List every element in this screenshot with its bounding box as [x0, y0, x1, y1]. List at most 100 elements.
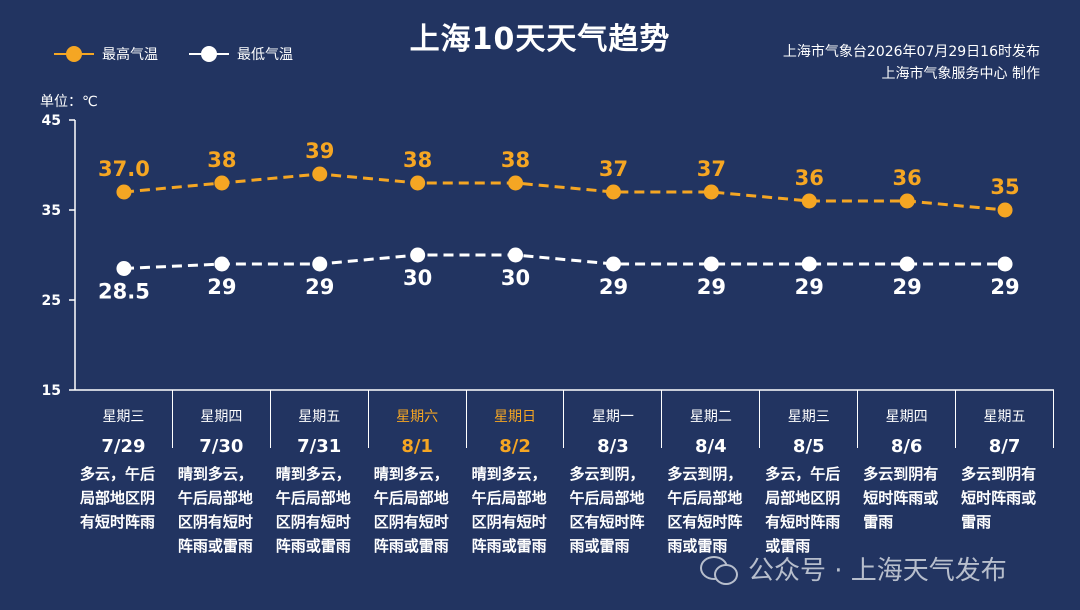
data-point-low — [214, 256, 230, 272]
legend-item-high: 最高气温 — [54, 44, 158, 64]
source-info: 上海市气象台2026年07月29日16时发布 上海市气象服务中心 制作 — [783, 41, 1040, 85]
data-label-high: 39 — [305, 139, 334, 163]
day-cell: 星期三 7/29 — [75, 390, 173, 457]
data-point-low — [703, 256, 719, 272]
y-tick-label: 25 — [42, 293, 61, 309]
legend-label-low: 最低气温 — [237, 47, 293, 63]
weather-description: 多云，午后局部地区阴有短时阵雨或雷雨 — [765, 465, 841, 555]
data-label-high: 35 — [990, 175, 1019, 199]
data-label-low: 29 — [697, 275, 726, 299]
day-cell: 星期四 7/30 — [173, 390, 271, 457]
data-point-high — [508, 175, 524, 191]
data-label-high: 37 — [697, 157, 726, 181]
data-label-low: 30 — [403, 266, 432, 290]
weather-description: 晴到多云，午后局部地区阴有短时阵雨或雷雨 — [177, 465, 253, 555]
date-label: 8/1 — [401, 436, 433, 457]
weather-description: 多云到阴，午后局部地区有短时阵雨或雷雨 — [569, 465, 645, 555]
data-point-high — [801, 193, 817, 209]
series-line-high — [123, 172, 1006, 212]
day-cell: 星期三 8/5 — [760, 390, 859, 457]
weather-description: 晴到多云，午后局部地区阴有短时阵雨或雷雨 — [275, 465, 351, 555]
date-label: 8/6 — [890, 436, 923, 457]
data-point-low — [801, 256, 817, 272]
data-point-low — [605, 256, 621, 272]
date-label: 8/4 — [695, 436, 727, 457]
day-cell: 星期一 8/3 — [565, 390, 663, 457]
data-point-high — [997, 202, 1013, 218]
data-label-high: 38 — [403, 148, 432, 172]
data-point-high — [312, 166, 328, 182]
data-label-high: 37.0 — [98, 157, 150, 181]
data-point-low — [312, 256, 328, 272]
y-tick-label: 45 — [42, 113, 61, 129]
watermark: 公众号 · 上海天气发布 — [700, 550, 1007, 587]
data-label-high: 38 — [501, 148, 530, 172]
legend-item-low: 最低气温 — [189, 44, 293, 64]
date-label: 8/7 — [988, 436, 1021, 457]
data-label-low: 29 — [795, 275, 824, 299]
data-point-low — [997, 256, 1013, 272]
weekday-label: 星期日 — [494, 409, 537, 425]
day-cell: 星期二 8/4 — [662, 390, 761, 457]
data-point-high — [410, 175, 426, 191]
day-cell: 星期五 7/31 — [271, 390, 369, 457]
weekday-label: 星期五 — [983, 409, 1026, 425]
data-label-low: 29 — [893, 275, 922, 299]
data-label-high: 36 — [893, 166, 922, 190]
data-label-low: 28.5 — [98, 280, 150, 304]
data-label-low: 29 — [207, 275, 236, 299]
data-label-low: 29 — [599, 275, 628, 299]
data-label-low: 30 — [501, 266, 530, 290]
data-label-low: 29 — [305, 275, 334, 299]
date-label: 8/3 — [597, 436, 629, 457]
weekday-label: 星期四 — [200, 409, 243, 425]
weather-description: 晴到多云，午后局部地区阴有短时阵雨或雷雨 — [373, 465, 449, 555]
weekday-label: 星期三 — [102, 409, 145, 425]
chart-svg: 15 25 35 45 37.0 38 39 38 38 37 37 36 36 35 28.5 29 29 30… — [42, 113, 1054, 399]
day-cell: 星期日 8/2 — [467, 390, 565, 457]
date-label: 8/2 — [499, 436, 531, 457]
date-label: 7/29 — [101, 436, 146, 457]
wechat-icon — [700, 554, 740, 585]
date-label: 7/31 — [297, 436, 342, 457]
weekday-label: 星期四 — [885, 409, 928, 425]
data-label-high: 38 — [207, 148, 236, 172]
date-label: 8/5 — [792, 436, 825, 457]
series-line-low — [123, 253, 1006, 270]
date-label: 7/30 — [199, 436, 244, 457]
day-cell: 星期六 8/1 — [369, 390, 467, 457]
legend-swatch-low — [189, 44, 229, 64]
data-point-low — [899, 256, 915, 272]
data-label-low: 29 — [990, 275, 1019, 299]
data-point-high — [899, 193, 915, 209]
source-line-1: 上海市气象台2026年07月29日16时发布 — [782, 44, 1040, 60]
data-point-high — [703, 184, 719, 200]
weather-description: 多云到阴，午后局部地区有短时阵雨或雷雨 — [667, 465, 743, 555]
data-point-low — [410, 247, 426, 263]
y-tick-label: 15 — [42, 383, 61, 399]
weekday-label: 星期二 — [689, 409, 732, 425]
weather-description: 多云到阴有短时阵雨或雷雨 — [961, 465, 1037, 531]
weekday-label: 星期六 — [396, 409, 439, 425]
day-cell: 星期五 8/7 — [956, 390, 1054, 457]
chart-title: 上海10天天气趋势 — [409, 22, 671, 57]
source-line-2: 上海市气象服务中心 制作 — [881, 66, 1040, 82]
data-point-high — [214, 175, 230, 191]
unit-label: 单位：℃ — [40, 94, 98, 110]
legend-swatch-high — [54, 44, 94, 64]
weekday-label: 星期一 — [591, 409, 634, 425]
data-point-high — [116, 184, 132, 200]
weather-description: 多云到阴有短时阵雨或雷雨 — [863, 465, 939, 531]
weekday-label: 星期五 — [298, 409, 341, 425]
data-point-low — [116, 261, 132, 276]
weekday-label: 星期三 — [787, 409, 830, 425]
data-point-low — [508, 247, 524, 263]
data-label-high: 36 — [795, 166, 824, 190]
weather-description: 晴到多云，午后局部地区阴有短时阵雨或雷雨 — [471, 465, 547, 555]
data-label-high: 37 — [599, 157, 628, 181]
y-tick-label: 35 — [42, 203, 61, 219]
day-cell: 星期四 8/6 — [858, 390, 957, 457]
day-table: 星期三 7/29 星期四 7/30 星期五 7/31 星期六 8/1 星期日 8/2 星期一 8/3 星… — [75, 390, 1054, 457]
legend-label-high: 最高气温 — [102, 47, 158, 63]
data-point-high — [605, 184, 621, 200]
